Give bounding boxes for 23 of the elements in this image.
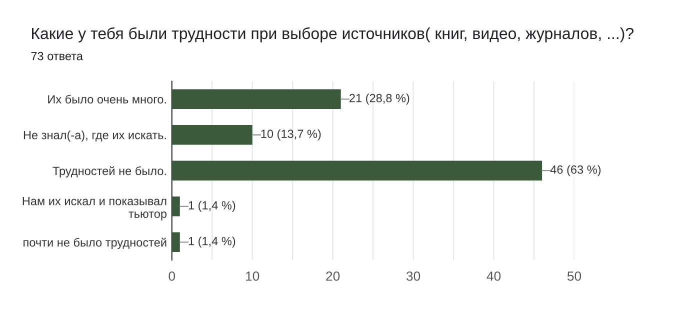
data-label: 1 (1,4 %)	[188, 236, 236, 248]
y-tick-label: Не знал(-а), где их искать.	[24, 130, 166, 142]
y-tick-label: Их было очень много.	[48, 94, 166, 104]
x-tick-label: 10	[246, 271, 260, 281]
bar	[172, 196, 180, 216]
bar	[172, 125, 252, 145]
data-label: 10 (13,7 %)	[261, 129, 321, 140]
y-tick-label: Трудностей не было.	[52, 166, 166, 178]
x-tick-label: 50	[567, 271, 582, 281]
x-tick-label: 0	[168, 271, 176, 281]
x-tick-label: 30	[406, 271, 420, 281]
x-tick-label: 20	[326, 271, 340, 281]
x-tick-label: 40	[486, 271, 501, 281]
data-label: 21 (28,8 %)	[350, 94, 410, 105]
data-label: 1 (1,4 %)	[188, 200, 236, 212]
bar	[172, 89, 341, 109]
y-tick-label: Нам их искал и показывал тьютор	[22, 197, 167, 220]
bar	[172, 160, 542, 180]
data-label: 46 (63 %)	[550, 165, 601, 176]
text: 73 ответа	[31, 52, 83, 60]
bar	[172, 232, 180, 252]
y-tick-label: почти не было трудностей	[24, 238, 166, 249]
chart-title: Какие у тебя были трудности при выборе источников( книг, видео, журналов, ...)?	[32, 27, 634, 42]
